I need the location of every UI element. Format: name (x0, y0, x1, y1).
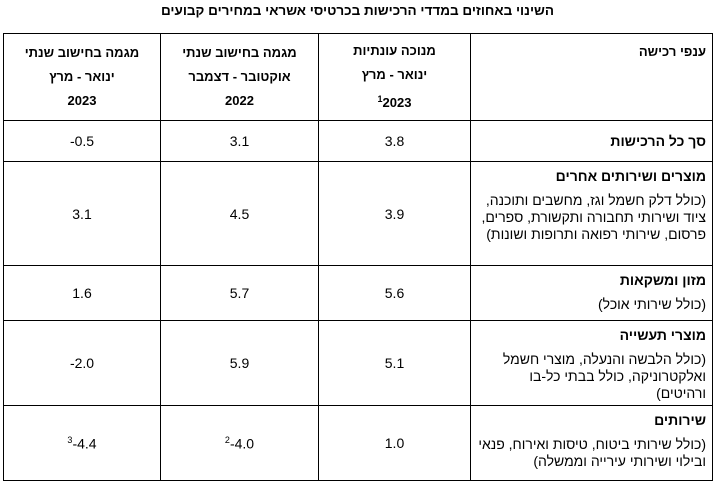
table-row: סך כל הרכישות 3.8 3.1 -0.5 (3, 120, 713, 162)
row-description: (כולל שירותי אוכל) (598, 296, 706, 312)
header-text: מגמה בחישוב שנתי (182, 45, 297, 60)
value-cell: 3.1 (160, 120, 319, 162)
value-wrap: 1.0 (385, 435, 404, 451)
table-row: מזון ומשקאות (כולל שירותי אוכל) 5.6 5.7 1.6 (3, 265, 713, 321)
value-wrap: 3.1 (230, 133, 249, 149)
table: ענפי רכישה מנוכה עונתיות ינואר - מרץ 20231 מ… (3, 33, 713, 481)
value-cell: 5.6 (318, 265, 471, 321)
value: 5.7 (229, 285, 250, 301)
value-cell: -2.0 (3, 320, 161, 406)
value: 5.1 (384, 355, 405, 371)
value: -4.4 (72, 435, 97, 452)
header-line: ינואר - מרץ (325, 63, 464, 87)
value: 4.5 (229, 205, 250, 222)
row-description: (כולל דלק חשמל וגז, מחשבים ותוכנה, ציוד … (481, 192, 706, 242)
value-wrap: 4.5 (230, 206, 249, 222)
header-text: ינואר - מרץ (361, 66, 428, 82)
value-wrap: -2.0 (70, 355, 94, 371)
value-wrap: 2-4.0 (225, 435, 254, 452)
column-header: מגמה בחישוב שנתי אוקטובר - דצמבר 2022 (160, 33, 319, 121)
value-wrap: 3.8 (385, 133, 404, 149)
column-header: מגמה בחישוב שנתי ינואר - מרץ 2023 (3, 33, 161, 121)
header-text: אוקטובר - דצמבר (188, 69, 291, 84)
header-line: מגמה בחישוב שנתי (167, 41, 312, 65)
value-wrap: 5.1 (385, 355, 404, 371)
value: 3.1 (229, 133, 250, 149)
value-cell: 1.6 (3, 265, 161, 321)
row-description: (כולל שירותי ביטוח, טיסות ואירוח, פנאי ו… (478, 436, 706, 469)
column-header: ענפי רכישה (470, 33, 713, 121)
row-label: סך כל הרכישות (470, 120, 713, 162)
value-cell: 3.8 (318, 120, 471, 162)
value-wrap: -0.5 (70, 133, 94, 149)
row-label: מוצרי תעשייה (כולל הלבשה והנעלה, מוצרי חש… (470, 320, 713, 406)
value: 3.1 (72, 205, 92, 222)
header-text: ינואר - מרץ (49, 69, 115, 84)
value-cell: 5.7 (160, 265, 319, 321)
value-wrap: 5.7 (230, 285, 249, 301)
value: 1.6 (72, 285, 92, 301)
row-label: שירותים (כולל שירותי ביטוח, טיסות ואירוח,… (470, 405, 713, 481)
header-line: מנוכה עונתיות (325, 39, 464, 63)
footnote-mark: 2 (224, 434, 230, 445)
table-body: סך כל הרכישות 3.8 3.1 -0.5 מוצרים ושירותים א… (3, 120, 713, 481)
header-text: מנוכה עונתיות (353, 42, 436, 58)
value: 1.0 (384, 435, 405, 451)
value: 5.6 (384, 285, 405, 301)
value: 5.9 (229, 355, 250, 371)
value: 3.9 (384, 205, 405, 222)
table-row: מוצרי תעשייה (כולל הלבשה והנעלה, מוצרי חש… (3, 320, 713, 406)
row-name: סך כל הרכישות (610, 133, 706, 149)
value-cell: 5.1 (318, 320, 471, 406)
row-name: מזון ומשקאות (619, 272, 706, 288)
header-line: 20231 (325, 87, 464, 115)
value-cell: -0.5 (3, 120, 161, 162)
header-text: 2023 (382, 95, 412, 111)
header-text: 2022 (225, 93, 254, 108)
header-text: מגמה בחישוב שנתי (24, 45, 140, 60)
value-cell: 5.9 (160, 320, 319, 406)
header-line: 2023 (10, 89, 154, 113)
value-cell: 1.0 (318, 405, 471, 481)
row-label: מזון ומשקאות (כולל שירותי אוכל) (470, 265, 713, 321)
value-wrap: 1.6 (72, 285, 91, 301)
row-name: מוצרים ושירותים אחרים (555, 168, 706, 184)
value-wrap: 3.1 (72, 206, 91, 222)
footnote-mark: 3 (67, 434, 73, 445)
value-cell: 2-4.0 (160, 405, 319, 481)
row-name: שירותים (654, 412, 706, 428)
value: 3.8 (384, 133, 405, 149)
value-wrap: 3-4.4 (67, 435, 96, 452)
value-cell: 3.9 (318, 161, 471, 266)
value-wrap: 5.6 (385, 285, 404, 301)
value-wrap: 3.9 (385, 206, 404, 222)
row-description: (כולל הלבשה והנעלה, מוצרי חשמל ואלקטרוני… (502, 351, 706, 401)
value-cell: 4.5 (160, 161, 319, 266)
header-line: 2022 (167, 89, 312, 113)
value: -0.5 (69, 133, 95, 149)
value-cell: 3.1 (3, 161, 161, 266)
header-text: ענפי רכישה (638, 44, 706, 59)
header-text: 2023 (67, 93, 97, 108)
header-line: ינואר - מרץ (10, 65, 154, 89)
value-wrap: 5.9 (230, 355, 249, 371)
header-row: ענפי רכישה מנוכה עונתיות ינואר - מרץ 20231 מ… (3, 33, 713, 121)
table-row: שירותים (כולל שירותי ביטוח, טיסות ואירוח,… (3, 405, 713, 481)
header-line: ענפי רכישה (477, 40, 706, 64)
row-name: מוצרי תעשייה (619, 327, 706, 343)
value: -2.0 (69, 355, 95, 371)
table-row: מוצרים ושירותים אחרים (כולל דלק חשמל וגז,… (3, 161, 713, 266)
column-header: מנוכה עונתיות ינואר - מרץ 20231 (318, 33, 471, 121)
row-label: מוצרים ושירותים אחרים (כולל דלק חשמל וגז,… (470, 161, 713, 266)
value-cell: 3-4.4 (3, 405, 161, 481)
value: -4.0 (229, 435, 255, 452)
title: השינוי באחוזים במדדי הרכישות בכרטיסי אשר… (160, 3, 555, 18)
header-line: מגמה בחישוב שנתי (10, 41, 154, 65)
header-line: אוקטובר - דצמבר (167, 65, 312, 89)
footnote-mark: 1 (377, 93, 383, 104)
